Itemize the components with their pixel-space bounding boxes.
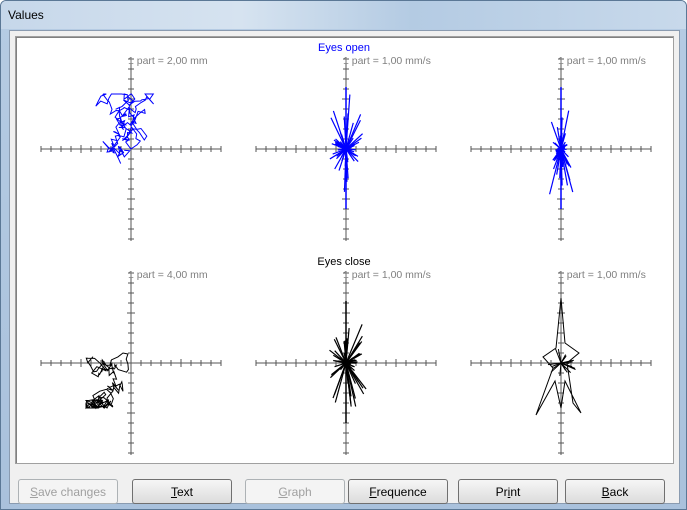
section-label-eyes-open: Eyes open bbox=[318, 42, 370, 54]
velocity-ray bbox=[345, 362, 367, 390]
plot-scale-label: 1 part = 1,00 mm/s bbox=[558, 55, 646, 67]
plot-eyes-open-velocity-ap bbox=[255, 57, 437, 241]
section-label-eyes-close: Eyes close bbox=[317, 256, 370, 268]
velocity-ray bbox=[552, 141, 562, 150]
frequence-button[interactable]: Frequence bbox=[348, 479, 448, 504]
velocity-ray bbox=[332, 148, 347, 155]
velocity-ray bbox=[335, 138, 347, 150]
velocity-ray bbox=[330, 362, 347, 376]
velocity-ray bbox=[555, 348, 562, 364]
velocity-ray bbox=[345, 362, 357, 407]
velocity-ray bbox=[550, 362, 562, 373]
plot-eyes-close-velocity-ap bbox=[255, 271, 437, 455]
velocity-ray bbox=[560, 362, 576, 369]
title-bar[interactable]: Values bbox=[1, 1, 686, 29]
plot-scale-label: 1 part = 4,00 mm bbox=[128, 269, 208, 281]
velocity-ray bbox=[345, 324, 363, 364]
graph-panel: Eyes open Eyes close 1 part = 2,00 mm 1 … bbox=[15, 36, 674, 464]
velocity-ray bbox=[345, 362, 354, 368]
graphs-svg: Eyes open Eyes close 1 part = 2,00 mm 1 … bbox=[40, 42, 652, 455]
velocity-ray bbox=[550, 121, 562, 150]
back-label: Back bbox=[601, 484, 629, 499]
velocity-ray bbox=[345, 137, 362, 150]
plot-scale-label: 1 part = 1,00 mm/s bbox=[558, 269, 646, 281]
velocity-ray bbox=[330, 117, 347, 150]
plot-eyes-close-velocity-ml bbox=[470, 271, 652, 455]
velocity-ray bbox=[345, 148, 357, 157]
velocity-ray bbox=[333, 359, 347, 364]
velocity-ray bbox=[560, 355, 567, 364]
velocity-ray bbox=[345, 342, 361, 364]
velocity-ray bbox=[345, 359, 356, 364]
plot-eyes-close-position bbox=[40, 271, 222, 455]
stabilogram-trace bbox=[95, 93, 155, 164]
velocity-ray bbox=[334, 362, 347, 403]
velocity-ray bbox=[548, 148, 562, 195]
print-button[interactable]: Print bbox=[458, 479, 558, 504]
back-button[interactable]: Back bbox=[565, 479, 665, 504]
graph-button[interactable]: Graph bbox=[245, 479, 345, 504]
velocity-ray bbox=[547, 362, 562, 366]
velocity-ray bbox=[336, 148, 347, 157]
window-client-area: Eyes open Eyes close 1 part = 2,00 mm 1 … bbox=[9, 30, 680, 504]
velocity-ray bbox=[560, 362, 568, 373]
velocity-ray bbox=[345, 122, 354, 150]
plot-eyes-open-velocity-ml bbox=[470, 57, 652, 241]
velocity-ray bbox=[552, 148, 562, 170]
velocity-ray bbox=[560, 148, 574, 193]
save-changes-label: Save changes bbox=[29, 484, 107, 499]
plot-scale-label: 1 part = 1,00 mm/s bbox=[343, 55, 431, 67]
window-title: Values bbox=[8, 8, 44, 22]
velocity-ray bbox=[332, 354, 347, 364]
plot-eyes-open-position bbox=[40, 57, 222, 241]
velocity-ray bbox=[345, 362, 352, 404]
velocity-ray bbox=[560, 359, 574, 364]
velocity-ray bbox=[555, 148, 562, 151]
velocity-ray bbox=[340, 356, 347, 364]
graph-label: Graph bbox=[278, 484, 312, 499]
plot-scale-label: 1 part = 1,00 mm/s bbox=[343, 269, 431, 281]
velocity-ray bbox=[345, 119, 362, 150]
velocity-ray bbox=[552, 362, 562, 367]
print-label: Print bbox=[495, 484, 521, 499]
save-changes-button[interactable]: Save changes bbox=[18, 479, 118, 504]
velocity-rose-outline bbox=[535, 297, 582, 416]
velocity-ray bbox=[335, 337, 347, 364]
stabilogram-trace bbox=[84, 352, 129, 410]
text-button[interactable]: Text bbox=[132, 479, 232, 504]
text-label: Text bbox=[170, 484, 193, 499]
plot-scale-label: 1 part = 2,00 mm bbox=[128, 55, 208, 67]
velocity-ray bbox=[339, 132, 347, 150]
velocity-ray bbox=[559, 362, 562, 376]
frequence-label: Frequence bbox=[369, 484, 427, 499]
velocity-ray bbox=[345, 148, 355, 162]
